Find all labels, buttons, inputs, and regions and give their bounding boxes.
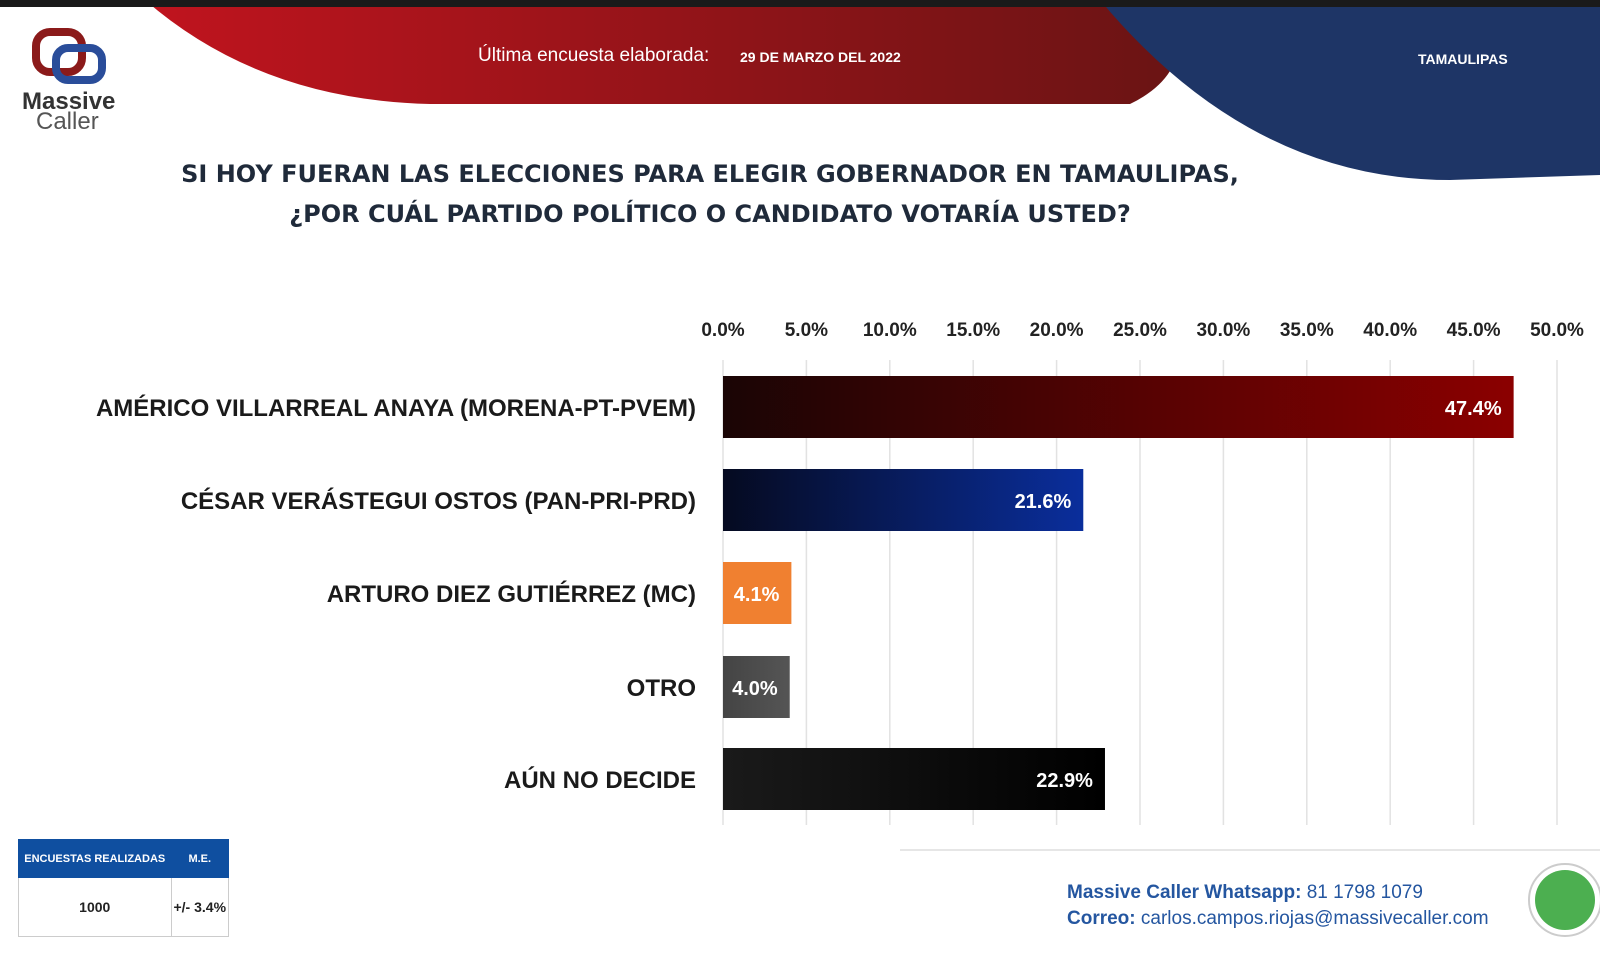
question-line-1: SI HOY FUERAN LAS ELECCIONES PARA ELEGIR… <box>181 160 1239 188</box>
email-label: Correo: <box>1067 908 1136 929</box>
bar <box>723 469 1084 531</box>
logo-text: Massive <box>22 88 116 115</box>
margin-error: +/- 3.4% <box>170 877 229 937</box>
data-label: 22.9% <box>1036 770 1093 792</box>
x-tick-label: 35.0% <box>1280 320 1334 341</box>
email-contact: Correo: carlos.campos.riojas@massivecall… <box>1067 908 1489 930</box>
x-tick-label: 30.0% <box>1196 320 1250 341</box>
info-table: ENCUESTAS REALIZADAS M.E. 1000 +/- 3.4% <box>18 839 229 937</box>
data-label: 21.6% <box>1015 491 1072 513</box>
category-label: OTRO <box>627 675 696 702</box>
data-label: 47.4% <box>1445 398 1502 420</box>
state-label: TAMAULIPAS <box>1418 51 1508 67</box>
x-tick-label: 45.0% <box>1447 320 1501 341</box>
category-label: CÉSAR VERÁSTEGUI OSTOS (PAN-PRI-PRD) <box>181 487 696 515</box>
x-tick-label: 15.0% <box>946 320 1000 341</box>
red-banner <box>145 0 1179 104</box>
x-tick-label: 40.0% <box>1363 320 1417 341</box>
navy-banner <box>1100 0 1600 180</box>
question-line-2: ¿POR CUÁL PARTIDO POLÍTICO O CANDIDATO V… <box>289 200 1131 228</box>
whatsapp-contact: Massive Caller Whatsapp: 81 1798 1079 <box>1067 882 1423 904</box>
category-label: AÚN NO DECIDE <box>504 766 696 794</box>
survey-date: 29 DE MARZO DEL 2022 <box>740 49 901 65</box>
whatsapp-icon <box>1528 863 1600 937</box>
bar <box>723 748 1105 810</box>
top-bar <box>0 0 1600 7</box>
surveys-count: 1000 <box>18 877 172 937</box>
email-address[interactable]: carlos.campos.riojas@massivecaller.com <box>1140 908 1489 929</box>
whatsapp-number[interactable]: 81 1798 1079 <box>1306 882 1423 903</box>
category-label: ARTURO DIEZ GUTIÉRREZ (MC) <box>327 580 696 608</box>
x-tick-label: 0.0% <box>701 320 744 341</box>
x-tick-label: 10.0% <box>863 320 917 341</box>
x-tick-label: 20.0% <box>1030 320 1084 341</box>
bar <box>723 656 790 718</box>
logo-text: Caller <box>36 108 99 135</box>
data-label: 4.0% <box>732 678 778 700</box>
bar <box>723 376 1514 438</box>
x-tick-label: 50.0% <box>1530 320 1584 341</box>
category-label: AMÉRICO VILLARREAL ANAYA (MORENA-PT-PVEM… <box>96 394 696 422</box>
header-margin-error: M.E. <box>170 839 229 878</box>
whatsapp-label: Massive Caller Whatsapp: <box>1067 882 1302 903</box>
bar <box>723 562 792 624</box>
survey-label: Última encuesta elaborada: <box>478 45 710 66</box>
data-label: 4.1% <box>734 584 780 606</box>
logo-icon <box>32 28 106 84</box>
header-surveys: ENCUESTAS REALIZADAS <box>18 839 172 878</box>
divider <box>900 849 1600 851</box>
x-tick-label: 25.0% <box>1113 320 1167 341</box>
x-tick-label: 5.0% <box>785 320 828 341</box>
